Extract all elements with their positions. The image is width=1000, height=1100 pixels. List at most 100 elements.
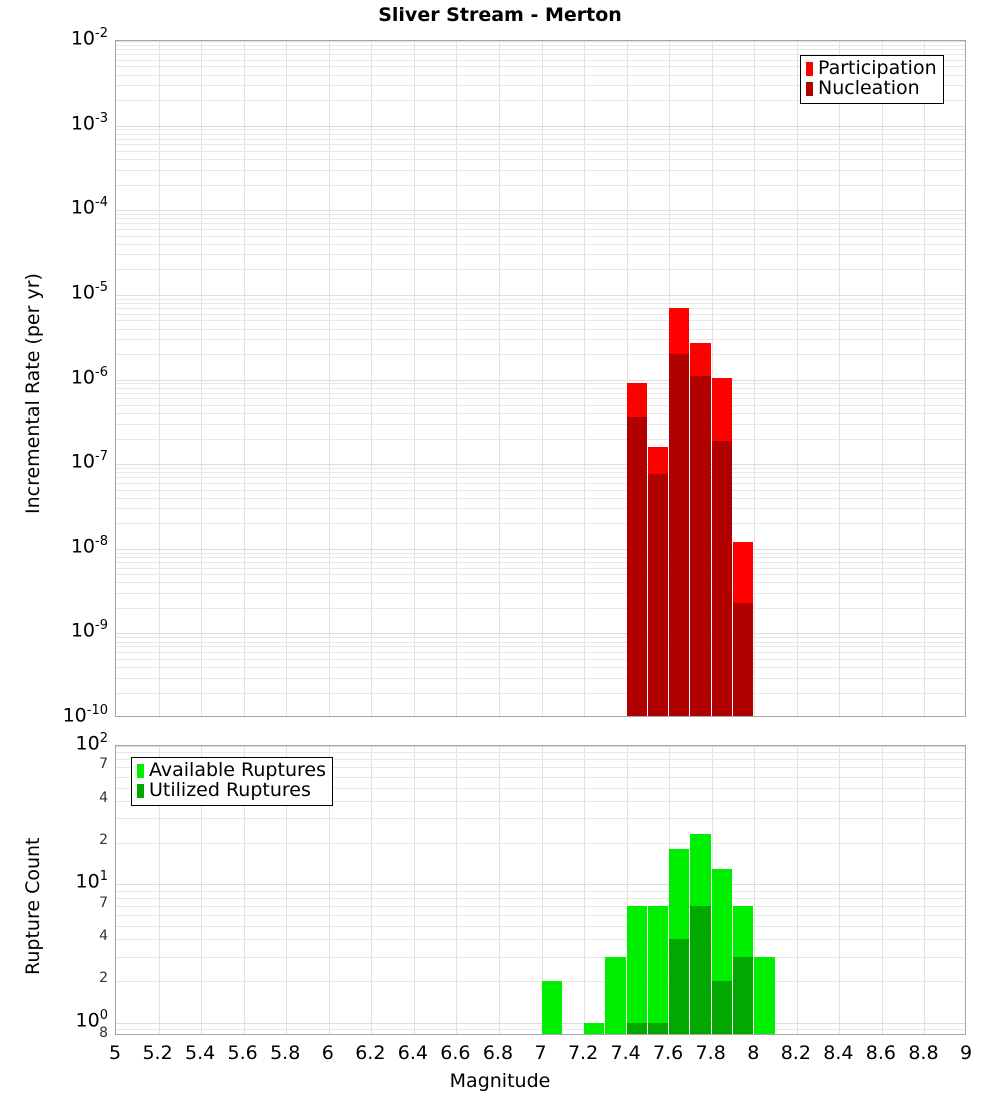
- gridline-horizontal: [116, 818, 965, 820]
- gridline-horizontal: [116, 184, 965, 186]
- legend-swatch-participation: [806, 61, 813, 76]
- legend-item-participation[interactable]: Participation: [806, 57, 937, 79]
- gridline-horizontal: [116, 303, 965, 305]
- gridline-horizontal: [116, 235, 965, 237]
- x-tick-label: 7.2: [567, 1042, 599, 1064]
- gridline-horizontal: [116, 133, 965, 135]
- bar-available: [626, 905, 647, 1034]
- x-tick-label: 6.4: [397, 1042, 428, 1064]
- y-tick-label-minor: 7: [99, 894, 108, 911]
- y-tick-label: 10-4: [70, 195, 108, 219]
- gridline-horizontal: [116, 464, 965, 466]
- gridline-vertical: [541, 746, 543, 1034]
- y-tick-label-minor: 4: [99, 928, 108, 945]
- gridline-horizontal: [116, 767, 965, 769]
- gridline-vertical: [413, 41, 415, 716]
- y-tick-label-minor: 2: [99, 831, 108, 848]
- gridline-horizontal: [116, 956, 965, 958]
- grid-bottom: [116, 746, 965, 1034]
- gridline-horizontal: [116, 897, 965, 899]
- gridline-horizontal: [116, 905, 965, 907]
- bar-nucleation: [626, 417, 647, 716]
- gridline-vertical: [498, 41, 500, 716]
- gridline-horizontal: [116, 74, 965, 76]
- gridline-horizontal: [116, 939, 965, 941]
- gridline-horizontal: [116, 925, 965, 927]
- gridline-horizontal: [116, 379, 965, 381]
- gridline-horizontal: [116, 633, 965, 635]
- y-tick-label: 10-6: [70, 364, 108, 388]
- gridline-horizontal: [116, 125, 965, 127]
- gridline-horizontal: [116, 1028, 965, 1030]
- legend-item-nucleation[interactable]: Nucleation: [806, 76, 937, 99]
- bar-utilized: [669, 939, 690, 1034]
- gridline-horizontal: [116, 54, 965, 56]
- legend-swatch-nucleation: [806, 81, 813, 96]
- y-tick-label: 102: [75, 731, 108, 755]
- x-tick-label: 5: [108, 1042, 122, 1064]
- legend-swatch-available-ruptures: [137, 763, 144, 778]
- gridline-vertical: [456, 746, 458, 1034]
- legend-label-nucleation: Nucleation: [818, 76, 920, 99]
- gridline-vertical: [754, 41, 756, 716]
- gridline-horizontal: [116, 49, 965, 51]
- gridline-vertical: [839, 746, 841, 1034]
- legend-label-participation: Participation: [818, 57, 937, 79]
- gridline-vertical: [881, 41, 883, 716]
- gridline-horizontal: [116, 548, 965, 550]
- gridline-horizontal: [116, 404, 965, 406]
- gridline-vertical: [286, 41, 288, 716]
- bar-utilized: [626, 1022, 647, 1034]
- legend-item-available-ruptures[interactable]: Available Ruptures: [137, 759, 326, 781]
- bar-nucleation: [690, 375, 711, 716]
- gridline-horizontal: [116, 210, 965, 212]
- gridline-vertical: [201, 41, 203, 716]
- gridline-vertical: [626, 41, 628, 716]
- legend-item-utilized-ruptures[interactable]: Utilized Ruptures: [137, 780, 326, 801]
- gridline-horizontal: [116, 269, 965, 271]
- gridline-vertical: [413, 746, 415, 1034]
- y-tick-label: 101: [75, 869, 108, 893]
- gridline-horizontal: [116, 980, 965, 982]
- gridline-horizontal: [116, 85, 965, 87]
- gridline-horizontal: [116, 884, 965, 886]
- gridline-horizontal: [116, 582, 965, 584]
- gridline-horizontal: [116, 298, 965, 300]
- y-tick-label: 10-3: [70, 110, 108, 134]
- x-tick-label: 9: [959, 1042, 973, 1064]
- gridline-horizontal: [116, 339, 965, 341]
- y-tick-label-minor: 8: [99, 1025, 108, 1041]
- gridline-horizontal: [116, 413, 965, 415]
- x-axis-title: Magnitude: [449, 1070, 551, 1092]
- gridline-vertical: [286, 746, 288, 1034]
- gridline-horizontal: [116, 151, 965, 153]
- legend-label-available-ruptures: Available Ruptures: [149, 759, 326, 781]
- gridline-horizontal: [116, 592, 965, 594]
- gridline-horizontal: [116, 497, 965, 499]
- gridline-vertical: [371, 746, 373, 1034]
- gridline-horizontal: [116, 423, 965, 425]
- gridline-vertical: [839, 41, 841, 716]
- gridline-horizontal: [116, 637, 965, 639]
- x-tick-label: 8.6: [865, 1042, 896, 1064]
- gridline-vertical: [201, 746, 203, 1034]
- gridline-horizontal: [116, 752, 965, 754]
- bar-available: [584, 1022, 605, 1034]
- x-tick-label: 7.4: [610, 1042, 641, 1064]
- x-tick-label: 5.8: [270, 1042, 301, 1064]
- gridline-horizontal: [116, 313, 965, 315]
- gridline-horizontal: [116, 169, 965, 171]
- gridline-horizontal: [116, 842, 965, 844]
- gridline-horizontal: [116, 383, 965, 385]
- bar-available: [605, 956, 626, 1034]
- gridline-horizontal: [116, 254, 965, 256]
- gridline-horizontal: [116, 223, 965, 225]
- y-tick-label: 10-10: [62, 703, 108, 727]
- y-tick-label: 10-8: [70, 533, 108, 558]
- x-tick-label: 6: [321, 1042, 334, 1064]
- x-tick-label: 5.6: [227, 1042, 258, 1064]
- gridline-vertical: [881, 746, 883, 1034]
- y-tick-label: 10-7: [70, 449, 108, 473]
- gridline-horizontal: [116, 646, 965, 648]
- gridline-horizontal: [116, 561, 965, 563]
